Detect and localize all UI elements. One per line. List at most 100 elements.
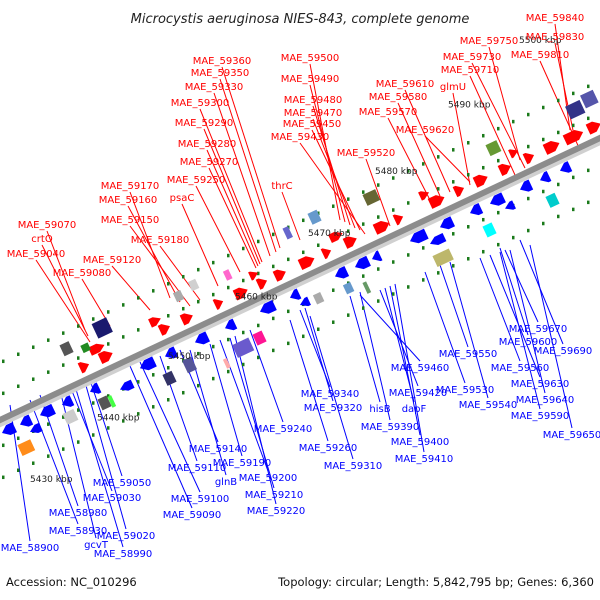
reverse-leader-line: [394, 283, 425, 453]
tick-mark: [317, 243, 320, 248]
reverse-gene-arrow: [290, 288, 302, 300]
reverse-leader-line: [379, 289, 419, 387]
tick-mark: [17, 436, 20, 441]
feature-block: [222, 358, 231, 369]
reverse-gene-arrow: [300, 296, 311, 307]
tick-mark: [107, 310, 110, 314]
forward-leader-line: [488, 46, 521, 161]
tick-mark: [392, 260, 395, 264]
forward-leader-line: [397, 102, 441, 197]
reverse-leader-line: [129, 365, 193, 509]
tick-mark: [92, 433, 95, 437]
tick-mark: [497, 242, 500, 247]
tick-mark: [32, 461, 35, 465]
tick-mark: [332, 288, 335, 292]
forward-gene-arrow: [157, 324, 170, 336]
forward-gene-label: glmU: [440, 82, 466, 93]
tick-mark: [182, 306, 185, 311]
forward-gene-arrow: [297, 256, 315, 270]
forward-gene-label: MAE_59500: [281, 53, 340, 64]
tick-mark: [182, 390, 185, 395]
scale-labels: 5430 kbp 5440 kbp 5450 kbp 5460 kbp 5470 kbp…: [30, 36, 562, 485]
reverse-leader-line: [304, 307, 334, 402]
forward-gene-arrow: [212, 299, 224, 310]
scale-label: 5460 kbp: [235, 293, 278, 303]
reverse-gene-arrow: [335, 266, 350, 279]
tick-mark: [407, 169, 410, 173]
scale-label: 5500 kbp: [519, 36, 562, 46]
forward-gene-label: MAE_59570: [359, 107, 418, 118]
reverse-leader-line: [289, 319, 329, 442]
tick-mark: [272, 264, 275, 269]
gene-features: [2, 89, 600, 457]
forward-gene-label: MAE_59490: [281, 74, 340, 85]
tick-mark: [347, 197, 350, 201]
tick-mark: [482, 133, 485, 138]
forward-gene-label: MAE_59070: [18, 220, 77, 231]
reverse-gene-arrow: [520, 179, 534, 192]
reverse-gene-label: MAE_59140: [189, 444, 248, 455]
tick-mark: [407, 285, 410, 289]
tick-mark: [512, 119, 515, 124]
reverse-gene-label: MAE_58930: [49, 526, 108, 537]
forward-gene-arrow: [77, 362, 90, 374]
tick-mark: [557, 130, 560, 135]
tick-mark: [482, 165, 485, 170]
tick-mark: [107, 394, 110, 398]
tick-mark: [482, 249, 485, 254]
tick-mark: [122, 303, 125, 307]
reverse-leader-line: [209, 343, 243, 457]
tick-mark: [272, 232, 275, 237]
tick-mark: [212, 292, 215, 297]
forward-gene-arrow: [97, 351, 113, 364]
reverse-gene-arrow: [195, 331, 211, 345]
feature-block: [107, 395, 117, 408]
forward-gene-label: MAE_59840: [526, 13, 585, 24]
tick-mark: [197, 299, 200, 304]
tick-mark: [77, 324, 80, 328]
forward-gene-label: MAE_59470: [284, 108, 343, 119]
tick-mark: [257, 271, 260, 276]
tick-mark: [122, 335, 125, 339]
tick-mark: [587, 84, 590, 89]
tick-mark: [2, 443, 5, 448]
tick-mark: [467, 225, 470, 229]
forward-leader-line: [111, 265, 151, 311]
forward-gene-label: MAE_59810: [511, 50, 570, 61]
genome-backbone: [0, 134, 600, 428]
tick-mark: [152, 289, 155, 293]
tick-mark: [512, 235, 515, 240]
forward-leader-line: [219, 78, 277, 253]
feature-block: [282, 226, 293, 240]
tick-mark: [302, 334, 305, 339]
forward-gene-label: MAE_59750: [460, 36, 519, 47]
tick-mark: [137, 296, 140, 300]
tick-mark: [137, 328, 140, 332]
tick-mark: [572, 175, 575, 180]
tick-mark: [422, 162, 425, 166]
scale-label: 5450 kbp: [168, 352, 211, 362]
reverse-leader-line: [309, 315, 354, 460]
forward-gene-label: MAE_59280: [178, 139, 237, 150]
reverse-leader-line: [359, 294, 421, 362]
reverse-leader-line: [234, 335, 277, 505]
tick-mark: [572, 207, 575, 212]
tick-mark: [422, 246, 425, 250]
forward-gene-arrow: [418, 191, 430, 201]
tick-mark: [227, 253, 230, 258]
reverse-gene-arrow: [440, 216, 456, 230]
tick-mark: [452, 148, 455, 152]
reverse-gene-label: MAE_59650: [543, 430, 600, 441]
forward-gene-label: MAE_59290: [175, 118, 234, 129]
forward-leader-line: [129, 191, 171, 299]
forward-leader-line: [387, 117, 431, 201]
reverse-gene-label: MAE_59410: [395, 454, 454, 465]
feature-block: [312, 292, 325, 305]
genome-summary-text: Topology: circular; Length: 5,842,795 bp…: [277, 575, 594, 589]
tick-mark: [242, 362, 245, 367]
feature-block: [252, 330, 267, 346]
forward-gene-arrow: [88, 343, 105, 356]
tick-mark: [287, 309, 290, 314]
tick-mark: [407, 201, 410, 205]
reverse-gene-label: dapF: [402, 404, 427, 415]
